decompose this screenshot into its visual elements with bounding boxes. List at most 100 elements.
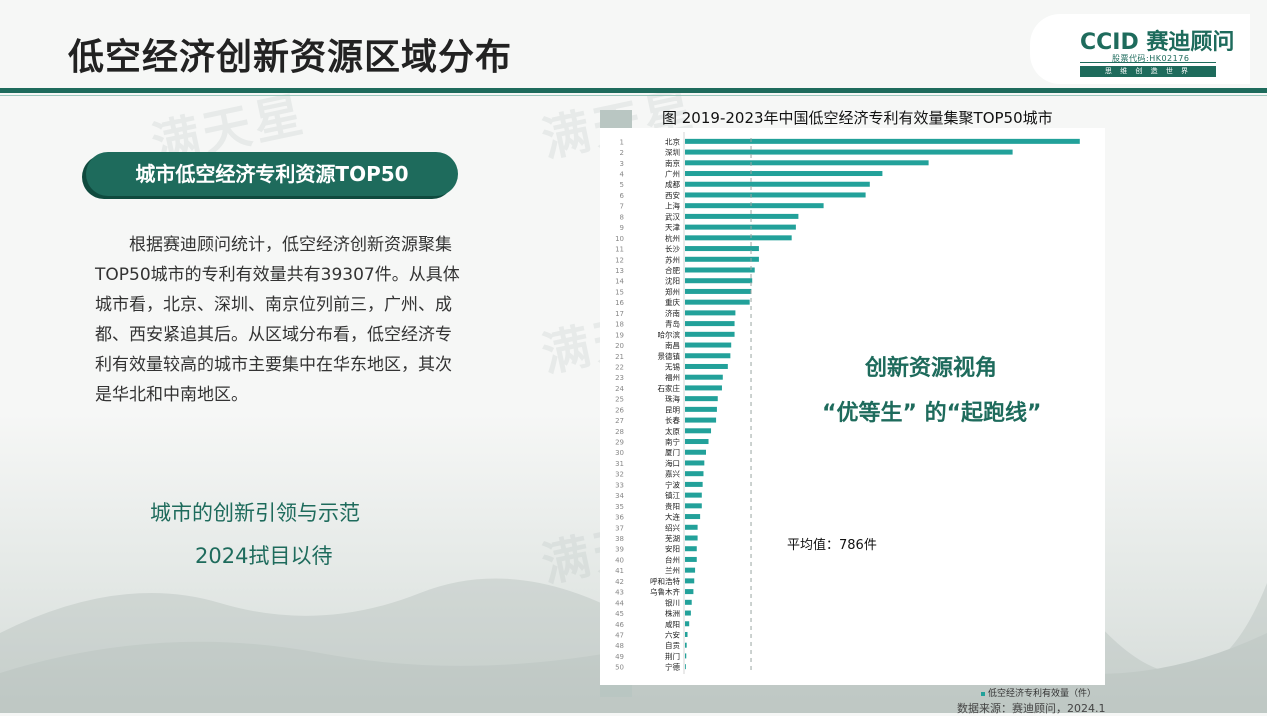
bar — [685, 578, 695, 584]
rank-label: 20 — [615, 342, 624, 350]
rank-label: 14 — [615, 278, 624, 286]
rank-label: 25 — [615, 396, 624, 404]
rank-label: 32 — [615, 471, 624, 479]
bar — [685, 471, 704, 477]
rank-label: 15 — [615, 288, 624, 296]
logo-divider — [1080, 62, 1216, 63]
category-label: 贵阳 — [665, 501, 680, 511]
header-rule — [0, 88, 1267, 93]
bar — [685, 481, 703, 487]
category-label: 绍兴 — [665, 522, 680, 532]
category-label: 福州 — [665, 373, 680, 382]
bar — [685, 599, 692, 605]
summary-text: 根据赛迪顾问统计，低空经济创新资源聚集TOP50城市的专利有效量共有39307件… — [95, 235, 460, 405]
rank-label: 42 — [615, 578, 624, 586]
bar — [685, 342, 732, 348]
category-label: 北京 — [665, 136, 680, 146]
bar — [685, 224, 796, 230]
bar — [685, 631, 688, 637]
bar — [685, 460, 705, 466]
category-label: 长沙 — [665, 244, 680, 254]
category-label: 六安 — [665, 629, 680, 639]
insight-subheading: “优等生” 的“起跑线” — [822, 401, 1042, 426]
category-label: 兰州 — [665, 565, 680, 575]
bar — [685, 621, 690, 627]
category-label: 自贡 — [665, 640, 680, 650]
category-label: 大连 — [665, 512, 680, 522]
rank-label: 8 — [620, 213, 624, 221]
rank-label: 29 — [615, 439, 624, 447]
bar — [685, 449, 706, 455]
rank-label: 47 — [615, 631, 624, 639]
bar — [685, 406, 717, 412]
category-label: 珠海 — [665, 394, 680, 404]
rank-label: 31 — [615, 460, 624, 468]
rank-label: 44 — [615, 599, 624, 607]
bar — [685, 267, 755, 273]
rank-label: 39 — [615, 546, 624, 554]
rank-label: 18 — [615, 321, 624, 329]
bar — [685, 524, 698, 530]
bar — [685, 138, 1080, 144]
rank-label: 11 — [615, 246, 624, 254]
rank-label: 49 — [615, 653, 624, 661]
category-label: 长春 — [665, 415, 680, 425]
bar — [685, 171, 883, 177]
bar — [685, 213, 799, 219]
rank-label: 10 — [615, 235, 624, 243]
rank-label: 4 — [620, 171, 625, 179]
category-label: 石家庄 — [658, 383, 681, 393]
chart-accent-bar-bottom — [600, 685, 632, 697]
category-label: 天津 — [665, 223, 680, 232]
rank-label: 17 — [615, 310, 624, 318]
rank-label: 46 — [615, 621, 624, 629]
bar — [685, 653, 687, 659]
bar — [685, 642, 687, 648]
category-label: 嘉兴 — [665, 469, 680, 479]
category-label: 苏州 — [665, 254, 680, 264]
bar — [685, 246, 759, 252]
category-label: 镇江 — [665, 490, 680, 500]
rank-label: 21 — [615, 353, 624, 361]
stock-code: 股票代码:HK02176 — [1112, 54, 1190, 63]
category-label: 哈尔滨 — [658, 329, 681, 339]
legend-label: 低空经济专利有效量（件） — [988, 689, 1097, 699]
bar — [685, 363, 728, 369]
rank-label: 28 — [615, 428, 624, 436]
category-label: 郑州 — [665, 286, 680, 296]
rank-label: 5 — [620, 181, 624, 189]
category-label: 深圳 — [665, 147, 680, 157]
category-label: 乌鲁木齐 — [650, 587, 680, 597]
rank-label: 34 — [615, 492, 624, 500]
category-label: 芜湖 — [665, 533, 680, 543]
slogan-line-2: 2024拭目以待 — [195, 544, 333, 568]
rank-label: 40 — [615, 556, 624, 564]
category-label: 合肥 — [665, 265, 680, 275]
category-label: 济南 — [665, 308, 680, 318]
category-label: 宁德 — [665, 662, 680, 672]
category-label: 株洲 — [665, 608, 680, 618]
bar — [685, 256, 759, 262]
category-label: 昆明 — [665, 405, 680, 414]
bar — [685, 396, 718, 402]
chart-accent-bar-top — [600, 110, 632, 128]
category-label: 沈阳 — [665, 276, 680, 286]
category-label: 安阳 — [665, 544, 680, 554]
rank-label: 33 — [615, 481, 624, 489]
rank-label: 22 — [615, 363, 624, 371]
bar — [685, 288, 752, 294]
category-label: 台州 — [665, 554, 680, 564]
rank-label: 37 — [615, 524, 624, 532]
bar — [685, 492, 702, 498]
bar — [685, 160, 929, 166]
average-label: 平均值：786件 — [787, 538, 877, 553]
chart-title: 图 2019-2023年中国低空经济专利有效量集聚TOP50城市 — [662, 109, 1053, 127]
legend-swatch — [981, 691, 985, 696]
bar — [685, 203, 824, 209]
category-label: 南京 — [665, 158, 680, 168]
rank-label: 36 — [615, 514, 624, 522]
bar — [685, 439, 709, 445]
category-label: 成都 — [665, 179, 680, 189]
bar — [685, 374, 723, 380]
rank-label: 48 — [615, 642, 624, 650]
